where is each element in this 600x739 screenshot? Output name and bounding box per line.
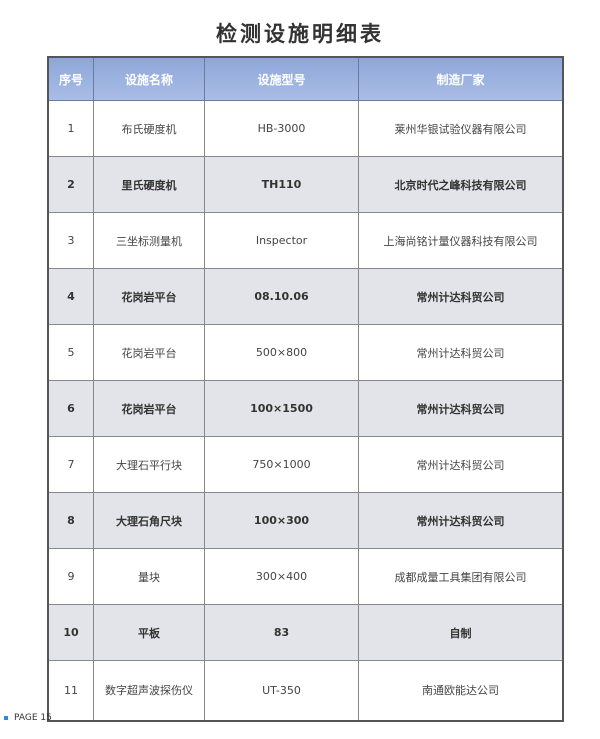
page-title: 检测设施明细表 — [216, 22, 384, 46]
cell-no: 11 — [47, 660, 94, 721]
cell-maker: 北京时代之峰科技有限公司 — [358, 156, 564, 213]
cell-model: UT-350 — [204, 660, 359, 721]
header-no: 序号 — [47, 56, 94, 101]
cell-maker: 莱州华银试验仪器有限公司 — [358, 100, 564, 157]
cell-no: 2 — [47, 156, 94, 213]
cell-name: 花岗岩平台 — [93, 268, 205, 325]
cell-name: 三坐标测量机 — [93, 212, 205, 269]
cell-model: 100×300 — [204, 492, 359, 549]
page-label: PAGE 15 — [14, 713, 52, 723]
table-row: 11 数字超声波探伤仪 UT-350 南通欧能达公司 — [47, 660, 564, 721]
bullet-icon — [4, 715, 8, 720]
cell-name: 量块 — [93, 548, 205, 605]
table-row: 2 里氏硬度机 TH110 北京时代之峰科技有限公司 — [47, 156, 564, 213]
table-row: 7 大理石平行块 750×1000 常州计达科贸公司 — [47, 436, 564, 493]
cell-name: 大理石角尺块 — [93, 492, 205, 549]
header-maker: 制造厂家 — [358, 56, 564, 101]
cell-model: Inspector — [204, 212, 359, 269]
cell-model: TH110 — [204, 156, 359, 213]
cell-maker: 自制 — [358, 604, 564, 661]
table-row: 1 布氏硬度机 HB-3000 莱州华银试验仪器有限公司 — [47, 100, 564, 157]
table-header: 序号 设施名称 设施型号 制造厂家 — [47, 56, 564, 101]
cell-name: 数字超声波探伤仪 — [93, 660, 205, 721]
table-row: 8 大理石角尺块 100×300 常州计达科贸公司 — [47, 492, 564, 549]
cell-no: 1 — [47, 100, 94, 157]
cell-no: 7 — [47, 436, 94, 493]
cell-model: 83 — [204, 604, 359, 661]
table-row: 3 三坐标测量机 Inspector 上海尚铭计量仪器科技有限公司 — [47, 212, 564, 269]
cell-no: 6 — [47, 380, 94, 437]
cell-no: 10 — [47, 604, 94, 661]
header-name: 设施名称 — [93, 56, 205, 101]
cell-model: 08.10.06 — [204, 268, 359, 325]
cell-name: 花岗岩平台 — [93, 380, 205, 437]
table-row: 4 花岗岩平台 08.10.06 常州计达科贸公司 — [47, 268, 564, 325]
cell-no: 4 — [47, 268, 94, 325]
cell-model: 750×1000 — [204, 436, 359, 493]
header-model: 设施型号 — [204, 56, 359, 101]
cell-maker: 上海尚铭计量仪器科技有限公司 — [358, 212, 564, 269]
cell-maker: 南通欧能达公司 — [358, 660, 564, 721]
table-row: 9 量块 300×400 成都成量工具集团有限公司 — [47, 548, 564, 605]
cell-maker: 常州计达科贸公司 — [358, 436, 564, 493]
facilities-table: 序号 设施名称 设施型号 制造厂家 1 布氏硬度机 HB-3000 莱州华银试验仪器有… — [47, 56, 564, 722]
table-row: 6 花岗岩平台 100×1500 常州计达科贸公司 — [47, 380, 564, 437]
cell-no: 9 — [47, 548, 94, 605]
cell-maker: 成都成量工具集团有限公司 — [358, 548, 564, 605]
page-number: PAGE 15 — [4, 713, 52, 723]
cell-maker: 常州计达科贸公司 — [358, 324, 564, 381]
cell-maker: 常州计达科贸公司 — [358, 380, 564, 437]
cell-model: HB-3000 — [204, 100, 359, 157]
cell-name: 花岗岩平台 — [93, 324, 205, 381]
cell-model: 100×1500 — [204, 380, 359, 437]
cell-maker: 常州计达科贸公司 — [358, 268, 564, 325]
cell-name: 大理石平行块 — [93, 436, 205, 493]
cell-no: 3 — [47, 212, 94, 269]
cell-name: 里氏硬度机 — [93, 156, 205, 213]
table-row: 10 平板 83 自制 — [47, 604, 564, 661]
cell-name: 布氏硬度机 — [93, 100, 205, 157]
table-row: 5 花岗岩平台 500×800 常州计达科贸公司 — [47, 324, 564, 381]
cell-no: 5 — [47, 324, 94, 381]
cell-name: 平板 — [93, 604, 205, 661]
cell-model: 300×400 — [204, 548, 359, 605]
cell-model: 500×800 — [204, 324, 359, 381]
cell-maker: 常州计达科贸公司 — [358, 492, 564, 549]
cell-no: 8 — [47, 492, 94, 549]
